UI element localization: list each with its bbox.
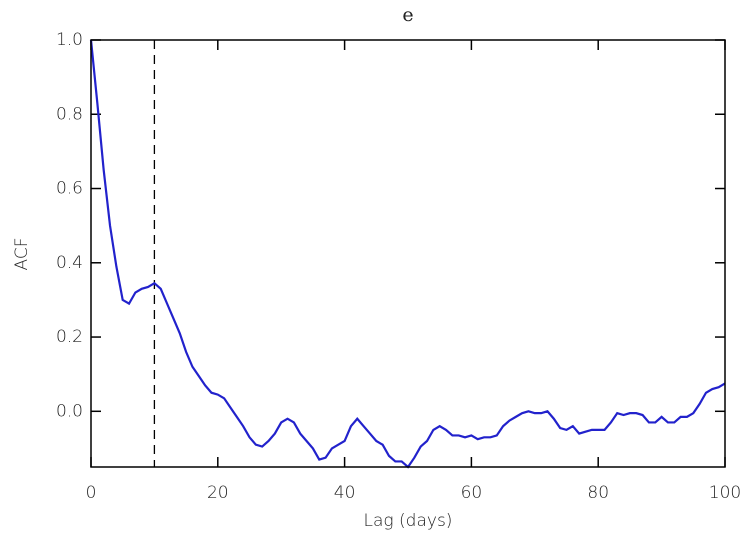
x-tick-label: 20 <box>207 483 229 503</box>
x-tick-label: 100 <box>709 483 741 503</box>
y-tick-label: 0.6 <box>56 179 83 199</box>
y-tick-label: 0.8 <box>56 104 83 124</box>
y-tick-label: 0.0 <box>56 401 83 421</box>
x-tick-label: 80 <box>587 483 609 503</box>
y-axis-label: ACF <box>12 238 32 271</box>
x-tick-label: 40 <box>334 483 356 503</box>
x-tick-label: 0 <box>86 483 97 503</box>
y-tick-label: 1.0 <box>56 30 83 50</box>
x-axis-label: Lag (days) <box>364 511 453 531</box>
y-tick-label: 0.2 <box>56 327 83 347</box>
data-line <box>89 39 726 469</box>
plot-frame <box>90 39 726 468</box>
y-tick-label: 0.4 <box>56 253 83 273</box>
chart-title: e <box>402 4 413 26</box>
x-tick-label: 60 <box>461 483 483 503</box>
